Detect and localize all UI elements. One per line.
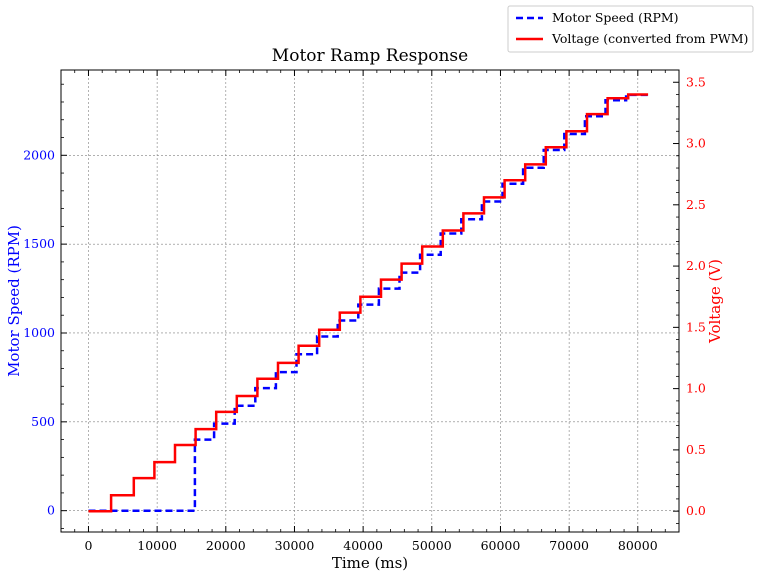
series-line-motor-speed — [88, 93, 649, 512]
y-right-tick-label: 3.5 — [686, 74, 706, 89]
y-left-tick-label: 2000 — [23, 147, 55, 162]
y-right-tick-label: 2.5 — [686, 197, 706, 212]
chart-title: Motor Ramp Response — [272, 46, 468, 66]
y-left-tick-label: 1000 — [23, 325, 55, 340]
legend-box — [507, 5, 754, 53]
y-axis-label-right: Voltage (V) — [706, 259, 724, 344]
plot-frame — [60, 69, 680, 533]
series-layer — [88, 93, 649, 513]
ticks: 0 10000 20000 30000 40000 50000 60000 70000 8000… — [23, 70, 706, 553]
y-right-tick-label: 1.5 — [686, 319, 706, 334]
y-right-tick-label: 2.0 — [686, 258, 706, 273]
legend: Motor Speed (RPM) Voltage (converted fro… — [507, 5, 754, 53]
y-left-tick-label: 0 — [47, 503, 55, 518]
x-tick-label: 0 — [84, 538, 92, 553]
legend-label-voltage: Voltage (converted from PWM) — [551, 31, 748, 46]
x-tick-label: 70000 — [549, 538, 589, 553]
y-left-tick-label: 1500 — [23, 236, 55, 251]
x-tick-label: 30000 — [275, 538, 315, 553]
x-tick-label: 40000 — [343, 538, 383, 553]
y-right-tick-label: 3.0 — [686, 136, 706, 151]
y-right-tick-label: 0.0 — [686, 503, 706, 518]
y-left-tick-label: 500 — [31, 414, 55, 429]
x-tick-label: 10000 — [137, 538, 177, 553]
series-line-voltage — [88, 93, 649, 513]
x-tick-label: 60000 — [481, 538, 521, 553]
x-axis-label: Time (ms) — [332, 554, 408, 572]
grid — [61, 70, 679, 532]
x-tick-label: 20000 — [206, 538, 246, 553]
legend-label-speed: Motor Speed (RPM) — [552, 10, 679, 25]
y-right-tick-label: 1.0 — [686, 381, 706, 396]
x-tick-label: 50000 — [412, 538, 452, 553]
y-right-tick-label: 0.5 — [686, 442, 706, 457]
x-tick-label: 80000 — [618, 538, 658, 553]
y-axis-label-left: Motor Speed (RPM) — [5, 225, 23, 377]
